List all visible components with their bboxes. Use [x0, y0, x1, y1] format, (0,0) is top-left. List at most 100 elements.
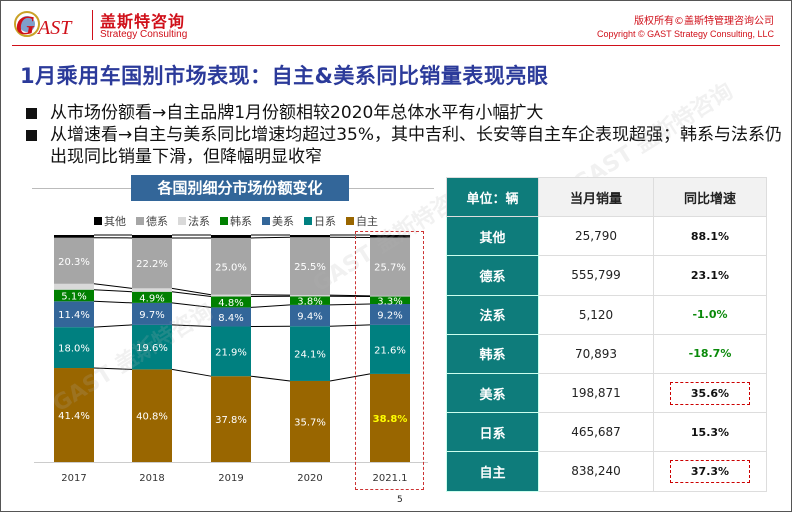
bar-segment — [370, 237, 410, 296]
bar-segment — [211, 326, 251, 377]
data-label: 4.8% — [218, 298, 243, 309]
series-connector-line — [171, 324, 212, 327]
table-row: 日系 465,687 15.3% — [446, 412, 767, 453]
header-volume: 当月销量 — [538, 176, 654, 218]
legend-item: 韩系 — [220, 213, 252, 229]
x-tick-label: 2021.1 — [373, 473, 408, 484]
data-label: 35.7% — [294, 417, 326, 428]
data-label: 40.8% — [136, 412, 168, 423]
brand-name-en: Strategy Consulting — [100, 29, 188, 40]
bar-segment — [132, 235, 172, 238]
bar-segment — [370, 373, 410, 462]
data-label: 19.6% — [136, 343, 168, 354]
bar-segment — [54, 235, 94, 238]
highlight-box: 35.6% — [670, 381, 750, 405]
data-label: 37.8% — [215, 415, 247, 426]
yoy-cell: -18.7% — [653, 333, 767, 374]
bar-segment — [132, 324, 172, 370]
series-connector-line — [329, 324, 371, 327]
legend-label: 美系 — [272, 215, 294, 228]
data-label: 38.8% — [373, 414, 408, 425]
table-row: 德系 555,799 23.1% — [446, 255, 767, 296]
chart-title-rule-left — [32, 188, 131, 189]
row-label: 德系 — [446, 255, 539, 296]
yoy-cell: 88.1% — [653, 216, 767, 257]
series-connector-line — [329, 294, 371, 297]
series-connector-line — [171, 291, 212, 298]
legend-label: 其他 — [104, 215, 126, 228]
bar-segment — [290, 326, 330, 381]
yoy-cell: 35.6% — [653, 372, 767, 414]
bar-segment — [290, 295, 330, 297]
series-connector-line — [171, 368, 212, 377]
volume-cell: 465,687 — [538, 412, 654, 453]
yoy-value: 23.1% — [690, 268, 730, 282]
data-label: 3.3% — [377, 296, 402, 307]
bar-segment — [54, 289, 94, 302]
bullet-square-icon — [26, 108, 37, 119]
legend-label: 日系 — [314, 215, 336, 228]
bullet-item: 从增速看→自主与美系同比增速均超过35%，其中吉利、长安等自主车企表现超强；韩系… — [24, 124, 784, 168]
bar-segment — [290, 304, 330, 327]
bar-segment — [211, 237, 251, 295]
data-label: 4.9% — [139, 293, 164, 304]
volume-cell: 555,799 — [538, 255, 654, 296]
bar-segment — [54, 237, 94, 284]
header: G AST 盖斯特咨询 Strategy Consulting 版权所有©盖斯特… — [0, 0, 792, 48]
bar-segment — [132, 291, 172, 303]
legend-item: 法系 — [178, 213, 210, 229]
table-row: 其他 25,790 88.1% — [446, 216, 767, 257]
yoy-value: 88.1% — [690, 229, 730, 243]
bar-segment — [370, 324, 410, 374]
bar-segment — [132, 237, 172, 289]
data-label: 22.2% — [136, 259, 168, 270]
bar-segment — [290, 237, 330, 296]
legend-label: 法系 — [188, 215, 210, 228]
data-label: 5.1% — [61, 291, 86, 302]
data-label: 41.4% — [58, 411, 90, 422]
series-connector-line — [250, 236, 291, 239]
bar-segment — [211, 294, 251, 297]
bullet-text: 从市场份额看→自主品牌1月份额相较2020年总体水平有小幅扩大 — [50, 103, 544, 123]
volume-cell: 198,871 — [538, 372, 654, 414]
data-label: 20.3% — [58, 257, 90, 268]
x-tick-label: 2019 — [218, 473, 243, 484]
row-label: 美系 — [446, 372, 539, 414]
volume-cell: 25,790 — [538, 216, 654, 257]
copyright-cn: 版权所有©盖斯特管理咨询公司 — [634, 16, 774, 27]
bar-segment — [211, 376, 251, 462]
bar-segment — [132, 302, 172, 325]
slide-title: 1月乘用车国别市场表现：自主&美系同比销量表现亮眼 — [20, 64, 549, 88]
legend-label: 韩系 — [230, 215, 252, 228]
series-connector-line — [93, 289, 133, 293]
legend-swatch — [262, 217, 270, 225]
table-header-row: 单位：辆 当月销量 同比增速 — [446, 176, 767, 218]
legend-swatch — [220, 217, 228, 225]
legend-swatch — [304, 217, 312, 225]
data-label: 25.0% — [215, 262, 247, 273]
volume-cell: 5,120 — [538, 294, 654, 335]
legend-item: 其他 — [94, 213, 126, 229]
row-label: 日系 — [446, 412, 539, 453]
row-label: 法系 — [446, 294, 539, 335]
series-connector-line — [329, 373, 371, 382]
bar-segment — [54, 327, 94, 369]
brand-name-cn: 盖斯特咨询 — [100, 12, 186, 31]
row-label: 自主 — [446, 451, 539, 492]
legend-label: 自主 — [356, 215, 378, 228]
series-connector-line — [171, 287, 212, 296]
x-tick-label: 2017 — [61, 473, 86, 484]
data-label: 21.6% — [374, 345, 406, 356]
volume-cell: 70,893 — [538, 333, 654, 374]
series-connector-line — [171, 302, 212, 308]
bullet-text: 从增速看→自主与美系同比增速均超过35%，其中吉利、长安等自主车企表现超强；韩系… — [50, 125, 783, 167]
highlight-2021-box — [355, 231, 424, 490]
series-connector-line — [250, 304, 291, 308]
data-label: 9.7% — [139, 310, 164, 321]
table-row: 韩系 70,893 -18.7% — [446, 333, 767, 374]
bar-segment — [54, 368, 94, 462]
bar-segment — [132, 288, 172, 292]
table-row: 美系 198,871 35.6% — [446, 372, 767, 414]
table-row: 自主 838,240 37.3% — [446, 451, 767, 492]
